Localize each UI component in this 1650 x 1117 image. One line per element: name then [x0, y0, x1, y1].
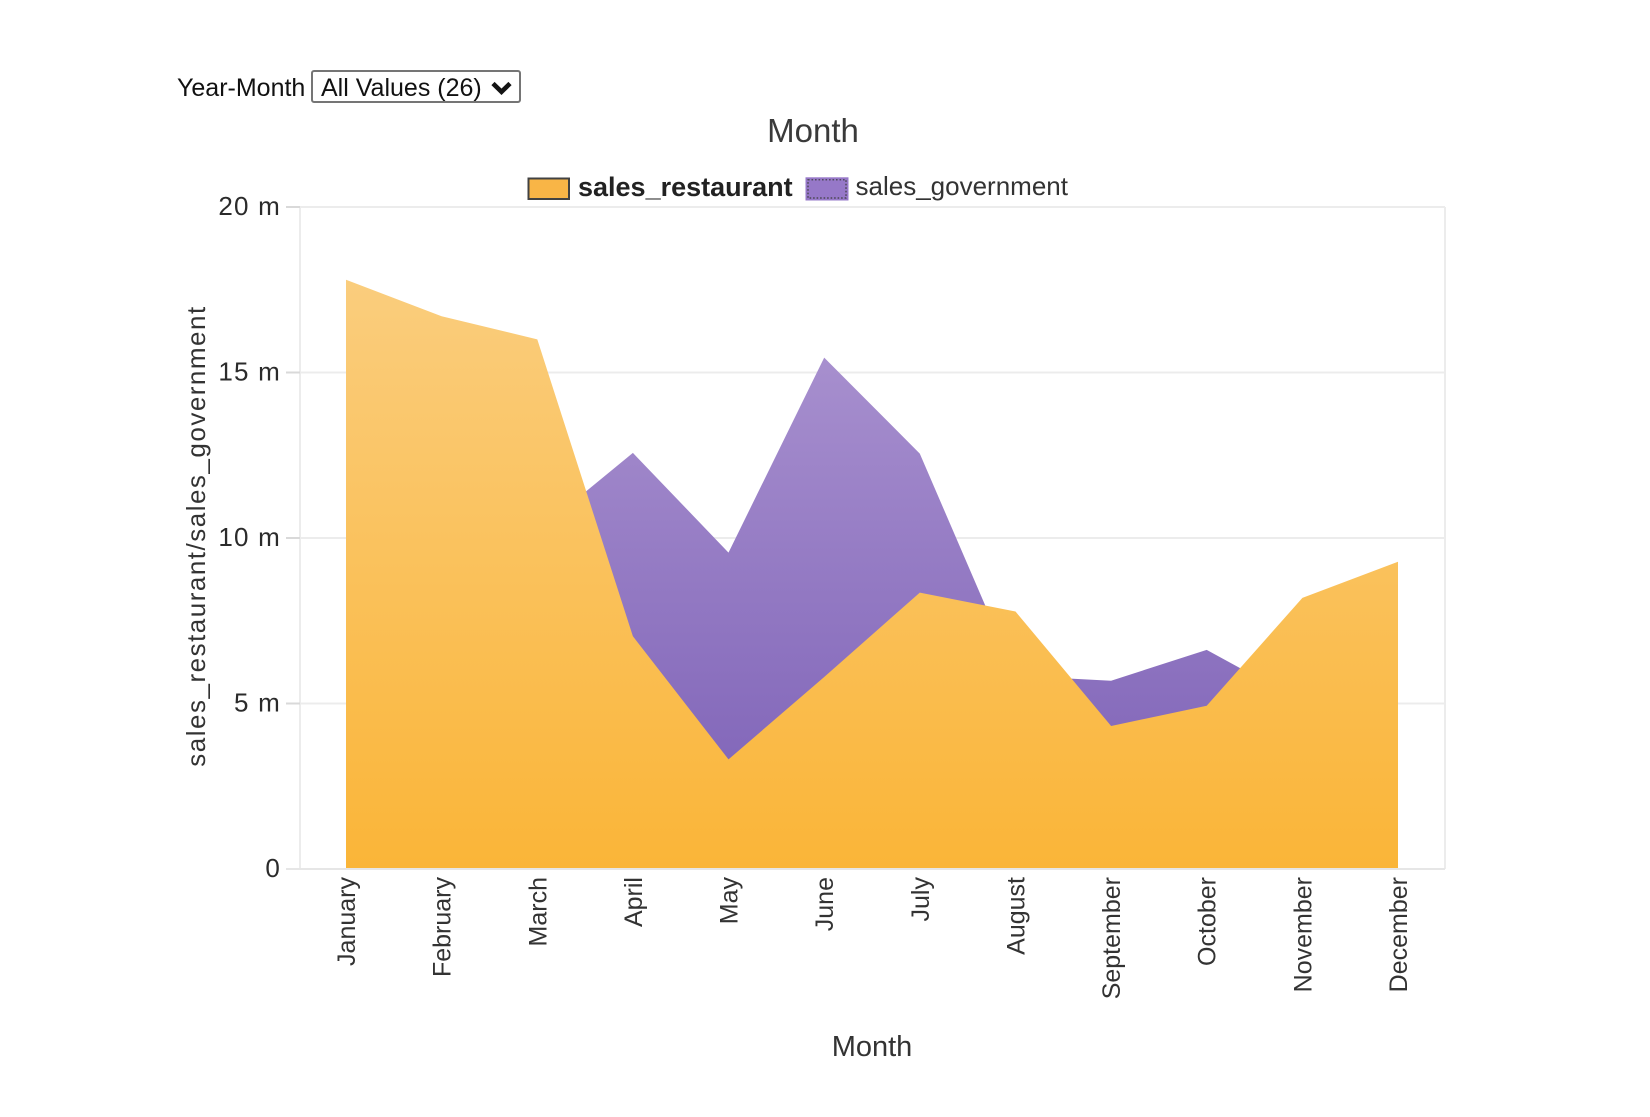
svg-text:0: 0	[265, 853, 281, 883]
svg-text:Month: Month	[832, 1031, 913, 1063]
svg-text:sales_government: sales_government	[856, 171, 1069, 201]
svg-text:November: November	[1289, 877, 1317, 992]
svg-text:sales_restaurant/sales_governm: sales_restaurant/sales_government	[181, 305, 211, 766]
svg-text:Year-Month: Year-Month	[177, 74, 305, 102]
svg-text:August: August	[1003, 877, 1031, 955]
svg-text:All Values (26): All Values (26)	[321, 74, 482, 102]
svg-text:10 m: 10 m	[218, 522, 281, 552]
svg-text:15 m: 15 m	[218, 357, 281, 387]
svg-text:October: October	[1194, 877, 1222, 966]
svg-text:September: September	[1098, 877, 1126, 999]
svg-text:January: January	[333, 877, 361, 966]
svg-text:July: July	[907, 877, 935, 922]
svg-text:sales_restaurant: sales_restaurant	[578, 172, 793, 202]
svg-text:April: April	[620, 877, 648, 927]
svg-text:Month: Month	[767, 112, 859, 149]
svg-text:June: June	[811, 877, 839, 931]
svg-text:February: February	[429, 877, 457, 978]
svg-text:December: December	[1385, 877, 1413, 992]
svg-text:5 m: 5 m	[234, 688, 281, 718]
svg-text:May: May	[716, 877, 744, 925]
svg-text:March: March	[524, 877, 552, 946]
svg-text:20 m: 20 m	[218, 191, 281, 221]
